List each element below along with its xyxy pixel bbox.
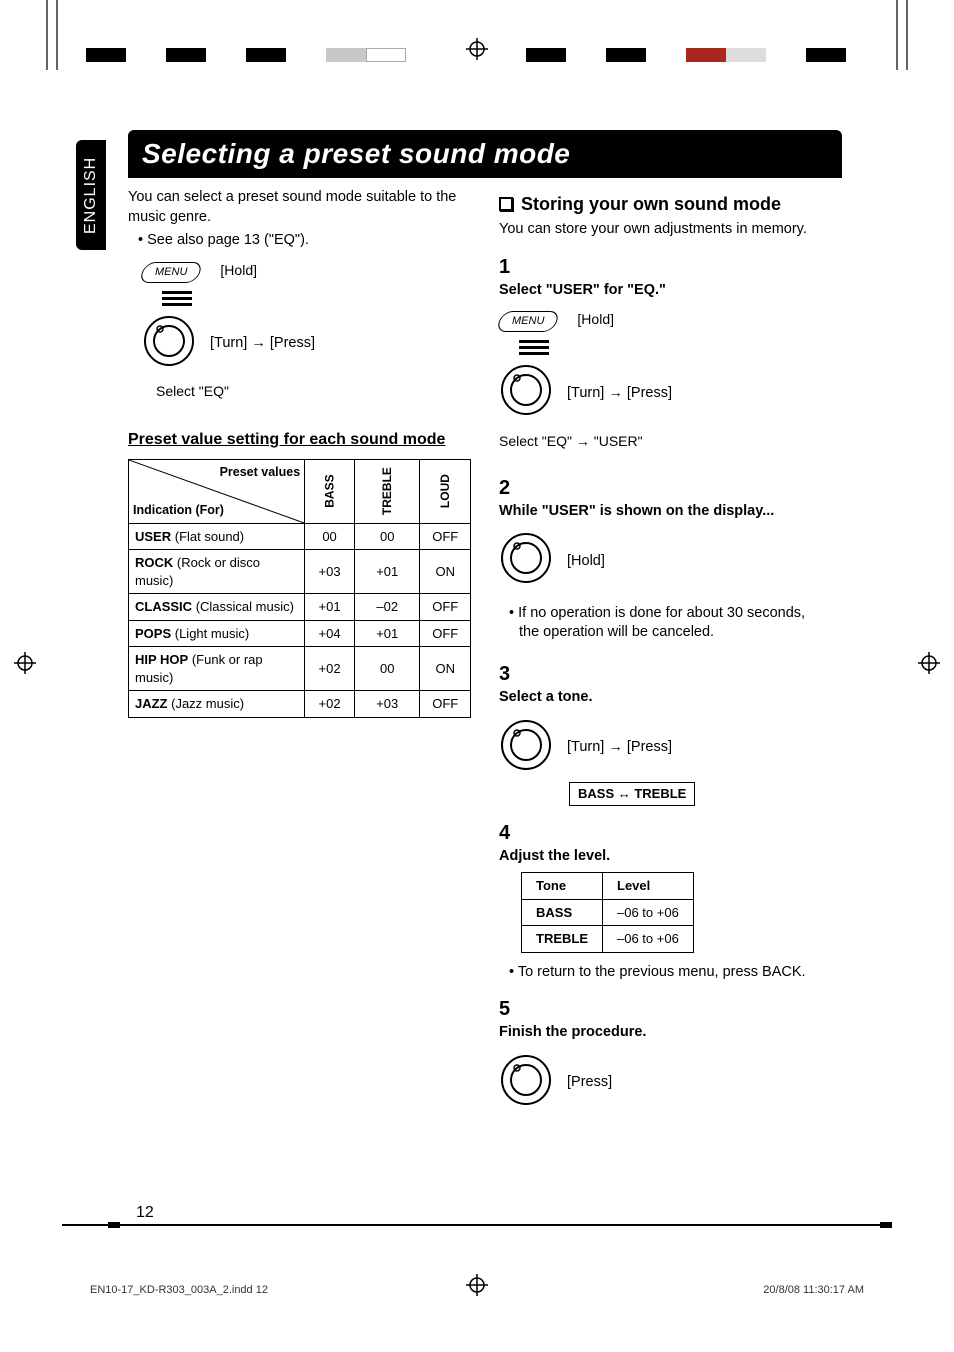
color-square <box>606 48 646 62</box>
footer-filename: EN10-17_KD-R303_003A_2.indd 12 <box>90 1284 268 1296</box>
knob-icon <box>499 718 553 779</box>
right-column: Storing your own sound mode You can stor… <box>499 188 842 1114</box>
triple-line-icon <box>162 291 192 306</box>
page-title: Selecting a preset sound mode <box>128 130 842 178</box>
section-square-icon <box>499 197 513 211</box>
page-footer-rule <box>62 1224 892 1226</box>
color-square <box>366 48 406 62</box>
color-square <box>166 48 206 62</box>
col-loud: LOUD <box>420 459 471 523</box>
color-square <box>326 48 366 62</box>
step-2-title: While "USER" is shown on the display... <box>499 503 774 519</box>
registration-mark <box>14 652 36 674</box>
registration-mark <box>918 652 940 674</box>
step-5-title: Finish the procedure. <box>499 1024 646 1040</box>
color-square <box>686 48 726 62</box>
color-square <box>246 48 286 62</box>
knob-icon <box>499 1053 553 1114</box>
menu-hold-figure: MENU [Hold] [Turn] → [Press] Select "EQ" <box>142 261 471 401</box>
knob-icon <box>499 363 553 424</box>
step-3-title: Select a tone. <box>499 689 592 705</box>
preset-table-heading: Preset value setting for each sound mode <box>128 429 471 451</box>
storing-heading: Storing your own sound mode <box>499 192 842 216</box>
step-1-title: Select "USER" for "EQ." <box>499 282 666 298</box>
select-eq-user-caption: Select "EQ" → "USER" <box>499 432 816 451</box>
turn-press-label: [Turn] → [Press] <box>567 738 672 758</box>
col-treble: TREBLE <box>354 459 420 523</box>
table-row: USER (Flat sound)0000OFF <box>129 523 471 550</box>
color-square <box>526 48 566 62</box>
table-row: ROCK (Rock or disco music)+03+01ON <box>129 550 471 594</box>
level-table: ToneLevel BASS–06 to +06 TREBLE–06 to +0… <box>521 872 694 953</box>
menu-button-graphic: MENU <box>138 262 204 283</box>
knob-icon <box>499 531 553 592</box>
step-5: 5 Finish the procedure. [Press] <box>499 996 842 1113</box>
step-4: 4 Adjust the level. ToneLevel BASS–06 to… <box>499 820 842 953</box>
hold-label: [Hold] <box>567 552 605 572</box>
col-bass: BASS <box>305 459 355 523</box>
color-square <box>806 48 846 62</box>
turn-press-label: [Turn] → [Press] <box>567 384 672 404</box>
knob-icon <box>142 314 196 375</box>
intro-note: See also page 13 ("EQ"). <box>138 231 471 251</box>
intro-text: You can select a preset sound mode suita… <box>128 188 471 227</box>
step-4-note: To return to the previous menu, press BA… <box>509 963 842 983</box>
left-column: You can select a preset sound mode suita… <box>128 188 471 1114</box>
storing-intro: You can store your own adjustments in me… <box>499 220 842 240</box>
crop-line <box>46 0 48 70</box>
preset-values-table: Preset values Indication (For) BASS TREB… <box>128 459 471 718</box>
table-row: CLASSIC (Classical music)+01–02OFF <box>129 594 471 621</box>
hold-label: [Hold] <box>220 262 257 278</box>
step-2-note: If no operation is done for about 30 sec… <box>509 604 816 643</box>
table-row: JAZZ (Jazz music)+02+03OFF <box>129 691 471 718</box>
menu-button-graphic: MENU <box>495 311 561 332</box>
step-1: 1 Select "USER" for "EQ." MENU [Hold] [T… <box>499 254 842 461</box>
table-row: POPS (Light music)+04+01OFF <box>129 620 471 647</box>
crop-line <box>906 0 908 70</box>
step-2: 2 While "USER" is shown on the display..… <box>499 475 842 647</box>
crop-line <box>896 0 898 70</box>
table-row: HIP HOP (Funk or rap music)+0200ON <box>129 647 471 691</box>
page-content: Selecting a preset sound mode You can se… <box>128 130 842 1114</box>
step-3: 3 Select a tone. [Turn] → [Press] BASS ↔… <box>499 661 842 806</box>
page-number: 12 <box>136 1204 154 1222</box>
table-corner-cell: Preset values Indication (For) <box>129 459 305 523</box>
press-label: [Press] <box>567 1073 612 1093</box>
select-eq-caption: Select "EQ" <box>156 382 471 401</box>
language-tab: ENGLISH <box>76 140 106 250</box>
color-square <box>86 48 126 62</box>
color-square <box>726 48 766 62</box>
turn-press-label: [Turn] → [Press] <box>210 334 315 354</box>
registration-mark <box>466 38 488 60</box>
tone-toggle-box: BASS ↔ TREBLE <box>569 782 695 806</box>
step-4-title: Adjust the level. <box>499 848 610 864</box>
footer-timestamp: 20/8/08 11:30:17 AM <box>763 1284 864 1296</box>
registration-mark <box>466 1274 488 1296</box>
crop-line <box>56 0 58 70</box>
hold-label: [Hold] <box>577 311 614 327</box>
triple-line-icon <box>519 340 549 355</box>
